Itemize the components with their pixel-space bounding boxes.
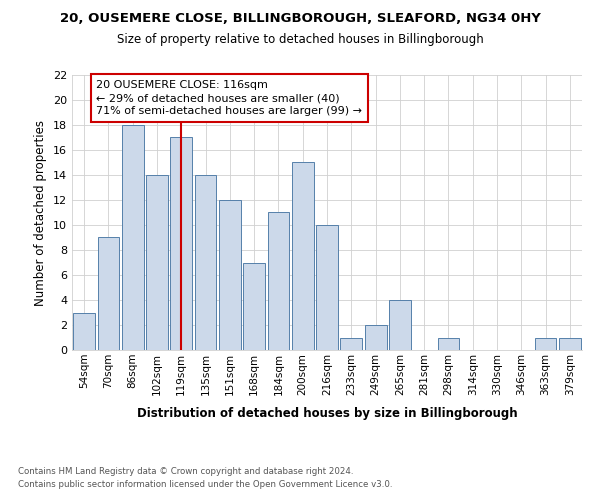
Bar	[437, 338, 460, 350]
Text: Contains HM Land Registry data © Crown copyright and database right 2024.: Contains HM Land Registry data © Crown c…	[18, 468, 353, 476]
Text: Contains public sector information licensed under the Open Government Licence v3: Contains public sector information licen…	[18, 480, 392, 489]
Bar	[316, 225, 338, 350]
Bar	[122, 125, 143, 350]
Text: Distribution of detached houses by size in Billingborough: Distribution of detached houses by size …	[137, 408, 517, 420]
Bar	[365, 325, 386, 350]
Bar	[97, 238, 119, 350]
Bar	[340, 338, 362, 350]
Bar	[535, 338, 556, 350]
Bar	[73, 312, 95, 350]
Bar	[268, 212, 289, 350]
Bar	[146, 175, 168, 350]
Bar	[194, 175, 217, 350]
Bar	[170, 138, 192, 350]
Text: Size of property relative to detached houses in Billingborough: Size of property relative to detached ho…	[116, 32, 484, 46]
Y-axis label: Number of detached properties: Number of detached properties	[34, 120, 47, 306]
Bar	[292, 162, 314, 350]
Bar	[389, 300, 411, 350]
Text: 20, OUSEMERE CLOSE, BILLINGBOROUGH, SLEAFORD, NG34 0HY: 20, OUSEMERE CLOSE, BILLINGBOROUGH, SLEA…	[59, 12, 541, 26]
Bar	[243, 262, 265, 350]
Bar	[559, 338, 581, 350]
Text: 20 OUSEMERE CLOSE: 116sqm
← 29% of detached houses are smaller (40)
71% of semi-: 20 OUSEMERE CLOSE: 116sqm ← 29% of detac…	[96, 80, 362, 116]
Bar	[219, 200, 241, 350]
